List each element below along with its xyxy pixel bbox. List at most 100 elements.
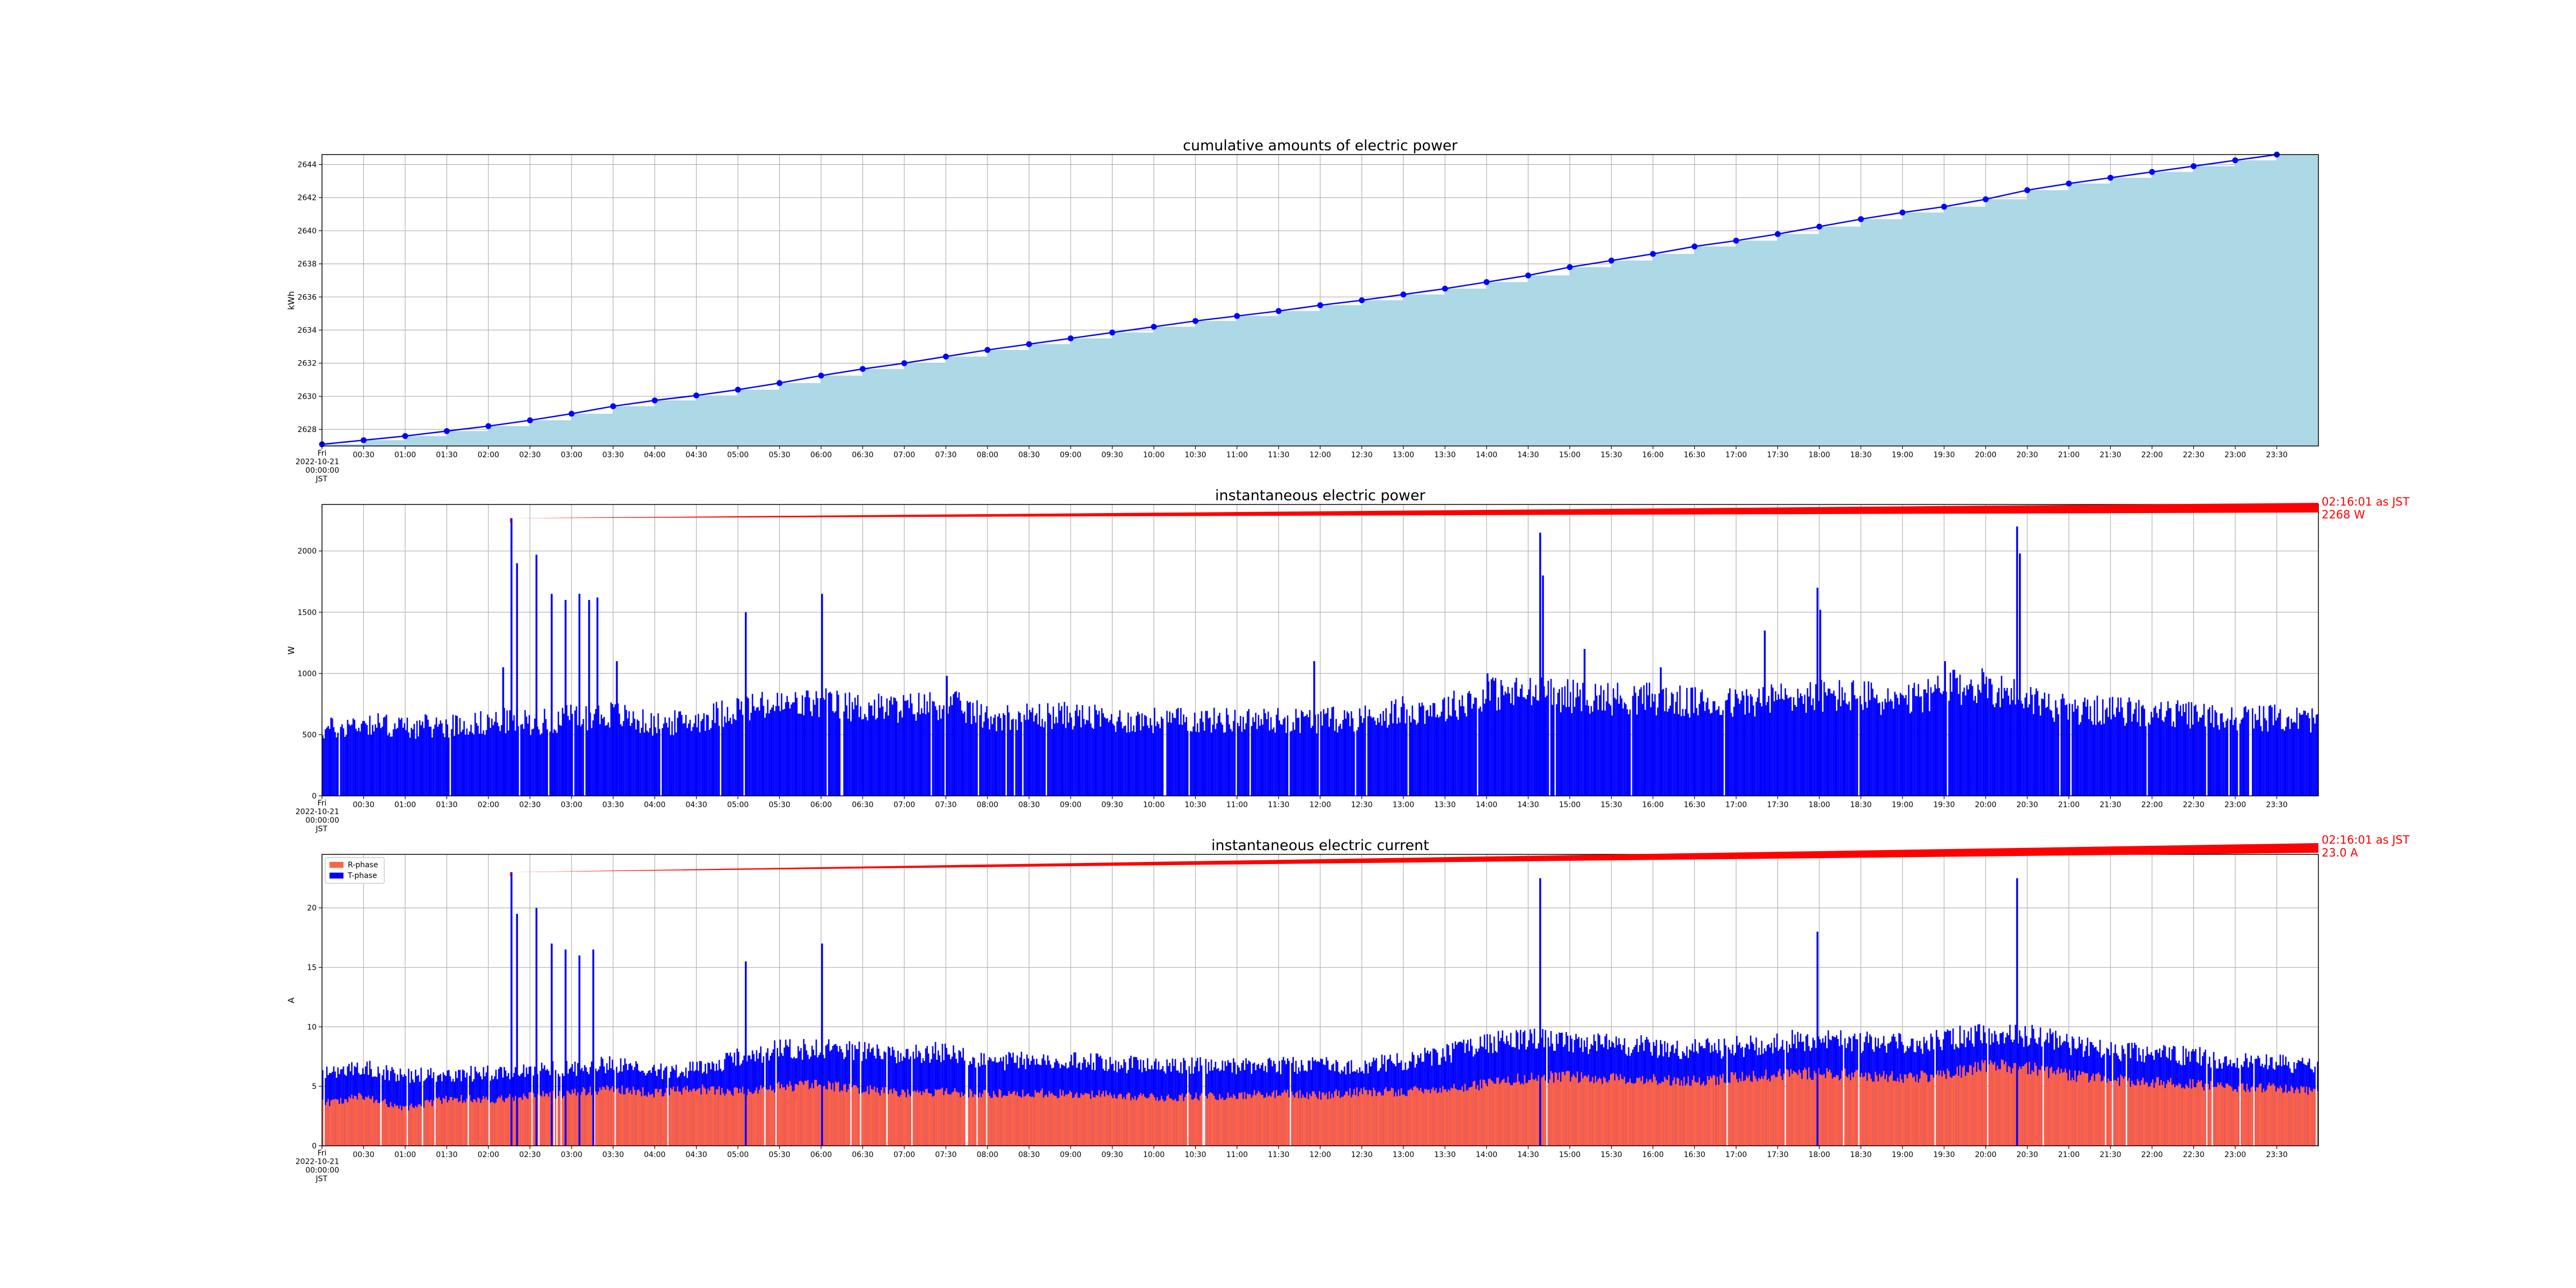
power-bar xyxy=(1205,711,1207,796)
r-phase-bar xyxy=(958,1093,960,1146)
power-bar xyxy=(781,693,782,796)
r-phase-bar xyxy=(1095,1095,1097,1146)
power-bar xyxy=(2074,699,2076,796)
r-phase-bar xyxy=(657,1092,659,1146)
data-point xyxy=(1234,313,1240,319)
r-phase-bar xyxy=(1252,1095,1254,1146)
r-phase-bar xyxy=(1514,1082,1516,1146)
power-bar xyxy=(1678,714,1680,796)
x-tick-label: 04:00 xyxy=(644,1151,665,1159)
power-bar xyxy=(2098,722,2099,796)
r-phase-bar xyxy=(1162,1099,1164,1146)
r-phase-bar xyxy=(843,1085,845,1146)
r-phase-bar xyxy=(1185,1094,1188,1146)
power-bar xyxy=(2310,732,2312,796)
power-bar xyxy=(1338,726,1340,796)
r-phase-bar xyxy=(682,1088,684,1146)
r-phase-bar xyxy=(898,1097,901,1146)
power-bar xyxy=(370,734,372,796)
r-phase-bar xyxy=(472,1102,473,1146)
r-phase-bar xyxy=(448,1100,450,1146)
power-bar xyxy=(801,695,803,796)
power-bar xyxy=(1715,710,1717,796)
power-bar xyxy=(2084,697,2086,796)
r-phase-bar xyxy=(2015,1063,2016,1146)
r-phase-bar xyxy=(1809,1078,1811,1146)
power-bar xyxy=(328,729,331,796)
r-phase-bar xyxy=(1636,1078,1638,1146)
power-bar xyxy=(1345,719,1347,796)
r-phase-bar xyxy=(2249,1092,2251,1146)
r-phase-bar xyxy=(1151,1093,1153,1146)
power-bar xyxy=(2262,731,2263,796)
power-bar xyxy=(322,735,324,796)
r-phase-bar xyxy=(1600,1079,1602,1146)
r-phase-bar xyxy=(376,1100,378,1146)
r-phase-bar xyxy=(1818,1067,1820,1146)
power-bar xyxy=(2214,710,2216,796)
x-tick-label: 08:30 xyxy=(1018,1151,1040,1159)
r-phase-bar xyxy=(347,1102,349,1146)
power-bar xyxy=(523,728,525,796)
r-phase-bar xyxy=(584,1088,586,1146)
power-bar xyxy=(2013,679,2015,796)
power-bar xyxy=(2001,676,2003,796)
power-bar xyxy=(2125,723,2127,796)
power-bar xyxy=(1341,729,1343,796)
power-bar xyxy=(828,693,830,796)
r-phase-bar xyxy=(2156,1077,2158,1146)
r-phase-bar xyxy=(1147,1098,1148,1146)
power-bar xyxy=(858,717,860,796)
r-phase-bar xyxy=(1768,1078,1770,1146)
r-phase-bar xyxy=(1703,1081,1704,1146)
r-phase-bar xyxy=(1741,1072,1743,1146)
r-phase-bar xyxy=(573,1093,575,1146)
r-phase-bar xyxy=(751,1094,753,1146)
power-bar xyxy=(1219,713,1221,796)
power-bar xyxy=(1582,683,1584,796)
r-phase-bar xyxy=(1077,1097,1079,1146)
r-phase-bar xyxy=(1081,1094,1084,1146)
power-bar xyxy=(498,726,500,796)
r-phase-bar xyxy=(770,1085,772,1146)
r-phase-bar xyxy=(1216,1100,1218,1146)
power-bar xyxy=(1791,711,1793,796)
power-bar xyxy=(528,715,530,796)
power-bar xyxy=(929,692,931,796)
r-phase-bar xyxy=(1167,1094,1169,1146)
power-bar xyxy=(1342,720,1344,796)
power-bar xyxy=(2119,712,2120,796)
power-bar xyxy=(1902,695,1904,796)
power-bar xyxy=(1334,730,1336,796)
r-phase-bar xyxy=(1104,1096,1106,1146)
r-phase-bar xyxy=(2306,1086,2308,1146)
r-phase-bar xyxy=(772,1089,774,1146)
r-phase-bar xyxy=(1723,1082,1725,1146)
r-phase-bar xyxy=(1775,1077,1776,1146)
power-bar xyxy=(1121,722,1122,796)
r-phase-bar xyxy=(2158,1085,2161,1146)
r-phase-bar xyxy=(1748,1075,1750,1146)
r-phase-bar xyxy=(1697,1082,1699,1146)
r-phase-bar xyxy=(1916,1074,1918,1146)
power-bar xyxy=(785,702,787,796)
power-bar xyxy=(1891,701,1893,796)
power-bar xyxy=(511,720,514,796)
power-bar xyxy=(943,705,945,796)
r-phase-bar xyxy=(1830,1072,1832,1146)
power-bar xyxy=(1916,696,1918,796)
power-bar xyxy=(786,696,788,796)
power-bar xyxy=(2069,703,2070,796)
power-bar xyxy=(1713,701,1714,796)
x-tick-label: 03:00 xyxy=(561,801,582,809)
power-bar xyxy=(1518,697,1520,796)
power-bar xyxy=(1226,708,1227,796)
r-phase-bar xyxy=(979,1092,981,1146)
power-bar xyxy=(577,725,579,796)
r-phase-bar xyxy=(734,1087,735,1146)
power-bar xyxy=(1172,713,1174,796)
r-phase-bar xyxy=(459,1101,461,1146)
power-bar xyxy=(2279,709,2281,796)
power-bar xyxy=(2051,711,2053,796)
power-bar xyxy=(1101,708,1103,796)
